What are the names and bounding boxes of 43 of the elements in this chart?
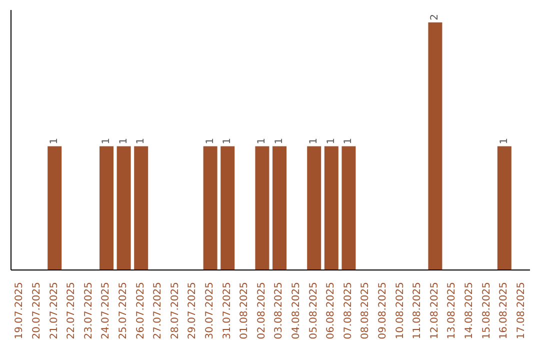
x-tick-label: 07.08.2025: [342, 282, 354, 340]
data-label: 2: [430, 14, 441, 20]
data-label: 1: [222, 138, 234, 144]
x-tick-label: 02.08.2025: [256, 282, 268, 340]
x-tick-label: 31.07.2025: [222, 282, 233, 340]
x-tick-label: 05.08.2025: [308, 282, 320, 340]
data-label: 1: [49, 138, 60, 144]
x-tick-label: 10.08.2025: [394, 282, 406, 340]
x-tick-label: 25.07.2025: [118, 282, 129, 340]
x-tick-label: 24.07.2025: [100, 282, 112, 340]
x-tick-label: 23.07.2025: [83, 282, 94, 340]
x-tick-label: 15.08.2025: [481, 282, 492, 340]
data-label: 1: [204, 138, 216, 144]
x-tick-label: 19.07.2025: [14, 282, 26, 340]
x-tick-label: 06.08.2025: [326, 282, 337, 340]
data-label: 1: [118, 138, 130, 144]
data-label: 1: [308, 138, 320, 144]
x-tick-label: 30.07.2025: [204, 282, 216, 340]
x-tick-label: 14.08.2025: [464, 282, 475, 340]
data-label: 1: [326, 138, 337, 144]
data-label: 1: [343, 138, 354, 144]
x-tick-label: 21.07.2025: [48, 282, 60, 340]
x-tick-label: 22.07.2025: [66, 282, 78, 340]
x-tick-label: 01.08.2025: [239, 282, 250, 340]
x-tick-label: 17.08.2025: [516, 282, 527, 340]
x-tick-label: 20.07.2025: [31, 282, 42, 340]
x-tick-label: 04.08.2025: [290, 282, 302, 340]
x-tick-label: 13.08.2025: [446, 282, 458, 340]
x-tick-label: 09.08.2025: [377, 282, 388, 340]
x-tick-label: 16.08.2025: [498, 282, 510, 340]
x-tick-label: 11.08.2025: [412, 282, 424, 340]
x-tick-label: 03.08.2025: [274, 282, 285, 340]
data-label: 1: [136, 138, 147, 144]
x-tick-label: 28.07.2025: [170, 282, 181, 340]
x-tick-label: 12.08.2025: [429, 282, 440, 340]
x-tick-label: 27.07.2025: [152, 282, 164, 340]
x-tick-label: 29.07.2025: [187, 282, 198, 340]
x-tick-label: 26.07.2025: [135, 282, 146, 340]
data-label: 1: [274, 138, 285, 144]
data-label: 1: [498, 138, 510, 144]
data-label: 1: [101, 138, 112, 144]
data-label: 1: [256, 138, 268, 144]
x-tick-label: 08.08.2025: [360, 282, 372, 340]
